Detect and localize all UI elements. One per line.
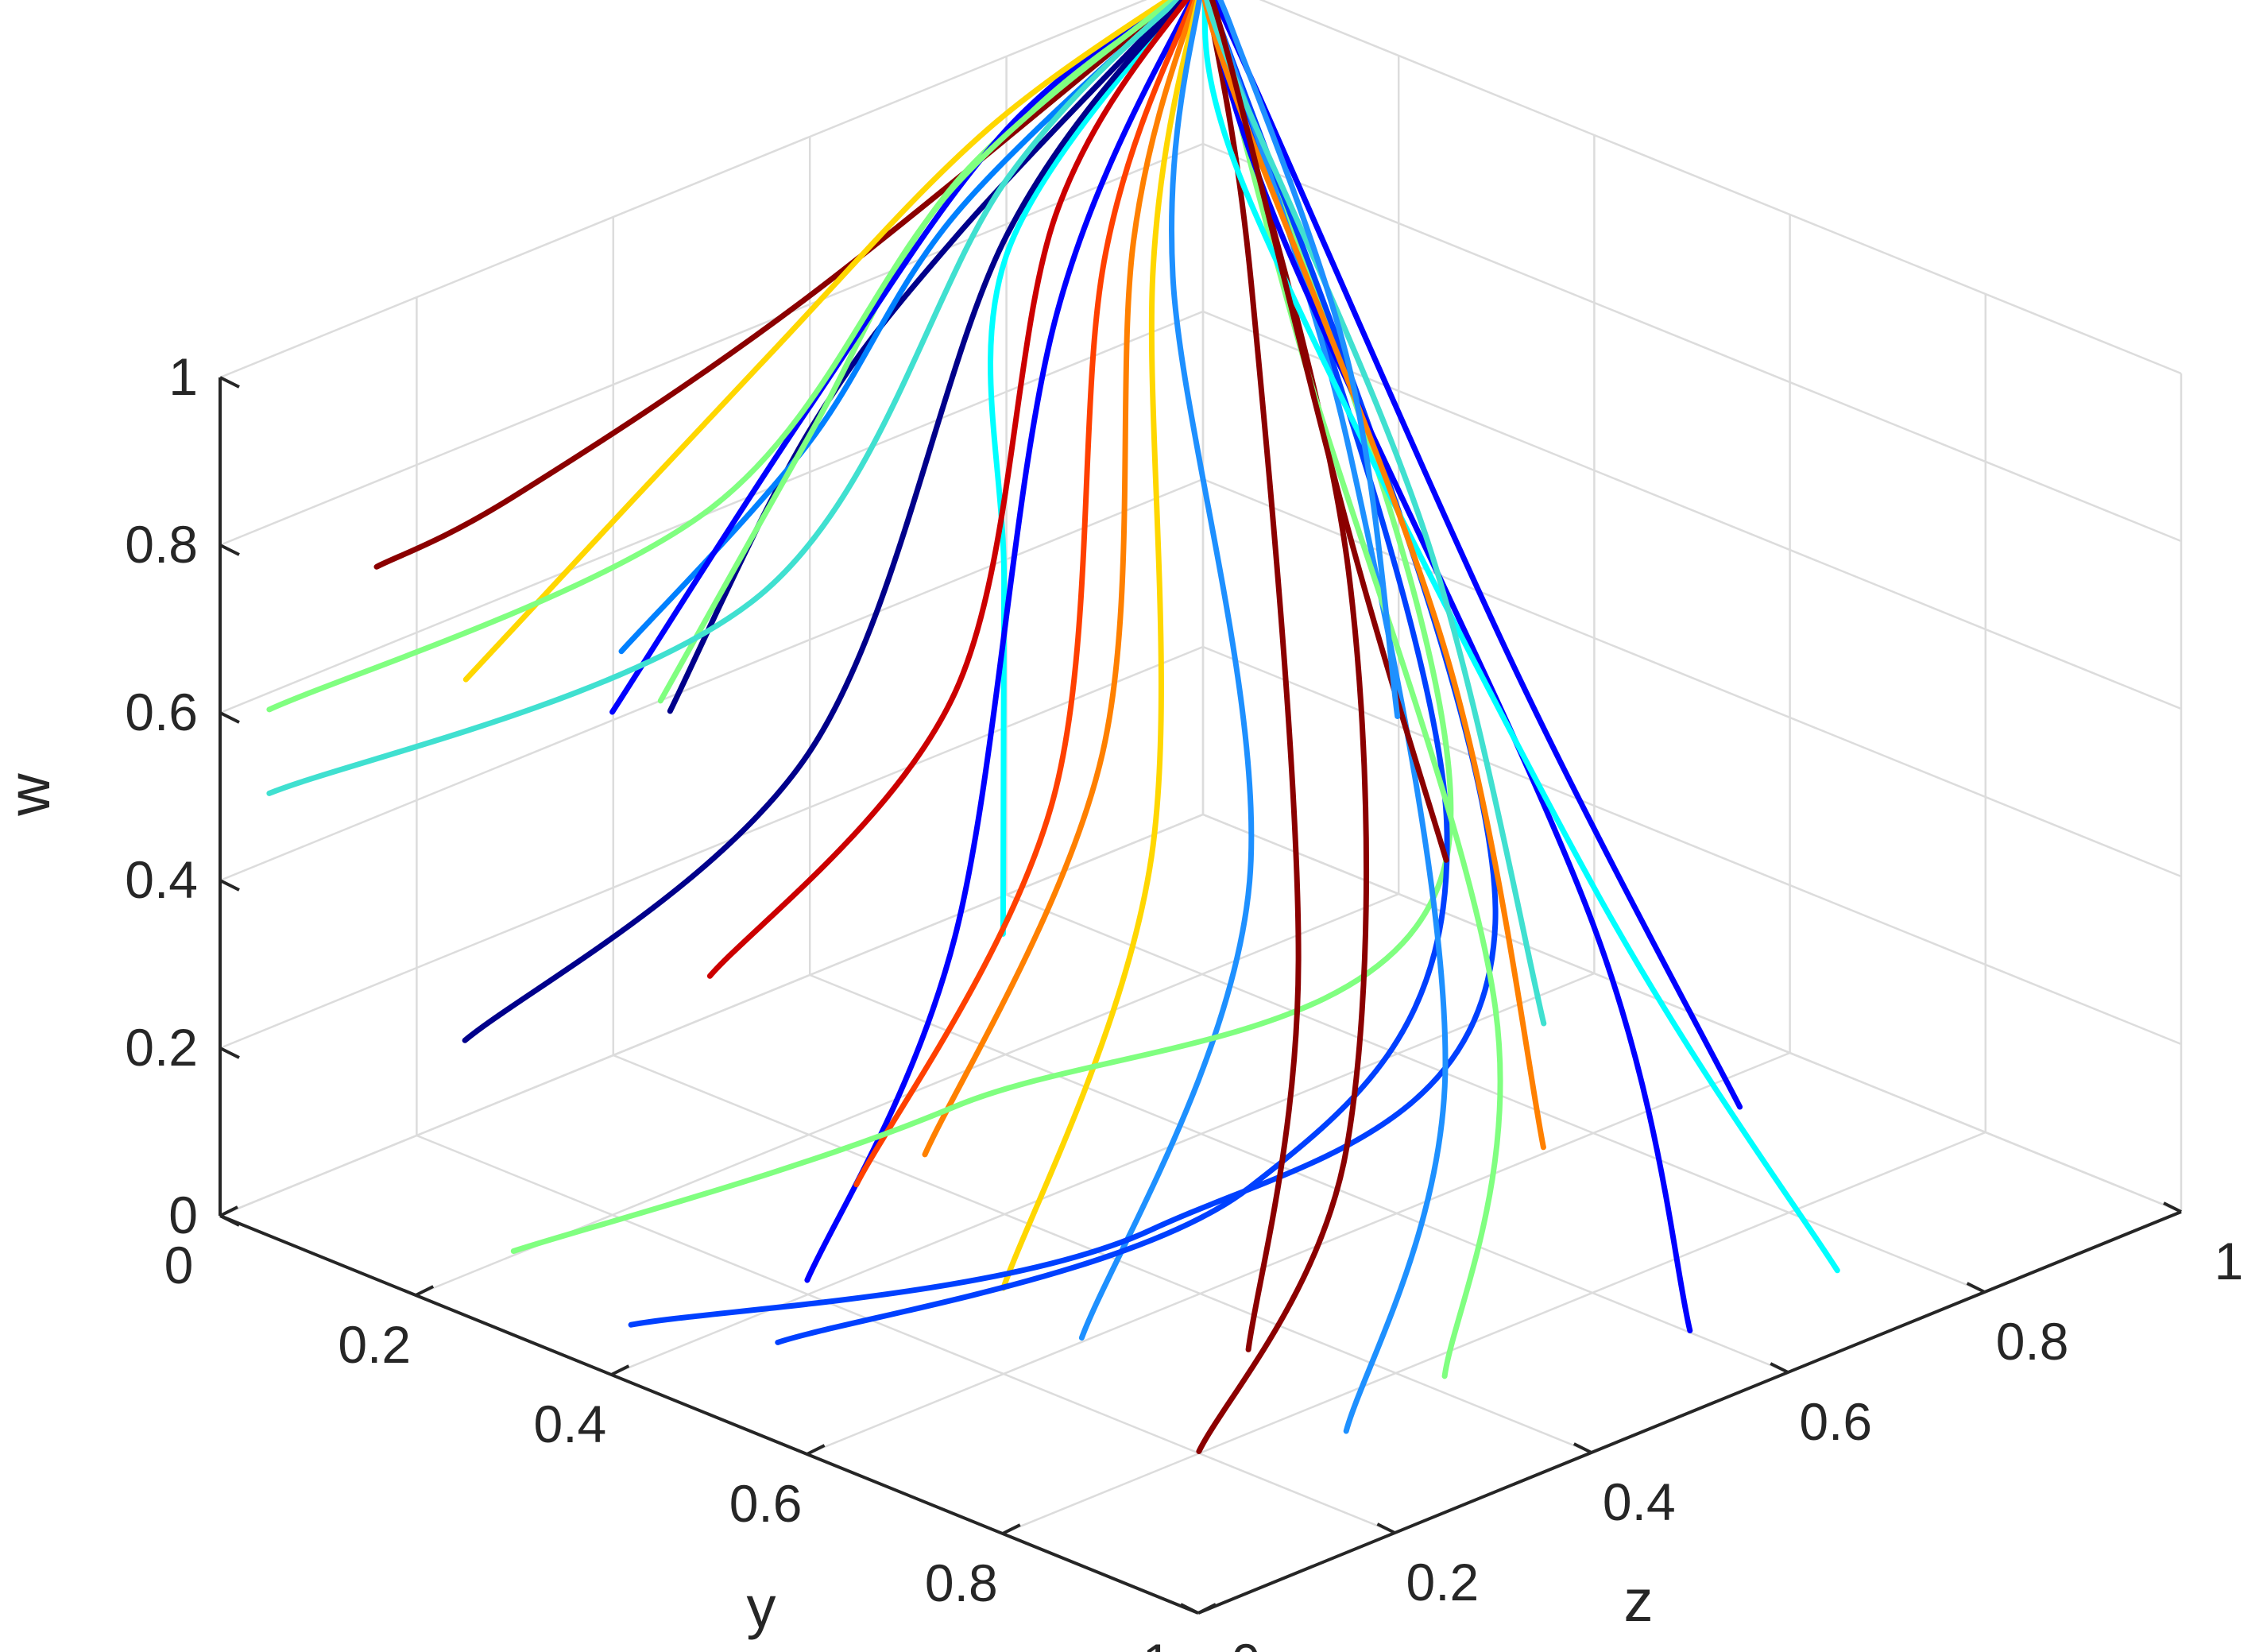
z-axis-line bbox=[1197, 1210, 2182, 1615]
z-tick-4 bbox=[1966, 1282, 1986, 1294]
z-tick-3 bbox=[1770, 1362, 1789, 1374]
grid-wall1-w-5 bbox=[219, 0, 1147, 379]
grid-wall2-w-4 bbox=[1202, 142, 2182, 543]
grid-wall1-w-0 bbox=[219, 813, 1204, 1217]
grid-wall1-w-2 bbox=[219, 478, 1204, 882]
trajectory-20 bbox=[1204, 0, 1302, 1352]
trajectory-9 bbox=[462, 0, 1187, 1043]
tick-labels: 0000.20.20.20.40.40.40.60.60.60.80.80.81… bbox=[125, 347, 2243, 1652]
w-tick-2 bbox=[219, 879, 240, 892]
w-tick-label-5: 1 bbox=[168, 347, 198, 406]
z-axis-label: w bbox=[0, 773, 62, 817]
w-tick-4 bbox=[219, 544, 240, 556]
trajectory-8 bbox=[266, 0, 1182, 796]
trajectory-15 bbox=[1078, 0, 1255, 1341]
trajectory-25 bbox=[1212, 0, 1743, 1110]
z-tick-0 bbox=[1180, 1603, 1199, 1615]
grid-floor-z-2 bbox=[613, 1054, 1592, 1454]
z-tick-label-5: 1 bbox=[2215, 1232, 2244, 1290]
trajectory-27 bbox=[1204, 0, 1547, 1027]
trajectory-17 bbox=[628, 0, 1499, 1328]
trajectory-10 bbox=[804, 0, 1195, 1283]
y-tick-label-5: 1 bbox=[1143, 1633, 1172, 1652]
w-tick-0 bbox=[219, 1214, 240, 1227]
z-tick-5 bbox=[2163, 1201, 2182, 1213]
trajectories bbox=[266, 0, 1840, 1454]
z-tick-label-0: 0 bbox=[1232, 1633, 1261, 1652]
w-tick-label-3: 0.6 bbox=[125, 683, 198, 741]
z-tick-label-3: 0.6 bbox=[1799, 1392, 1872, 1451]
trajectory-28 bbox=[1209, 0, 1449, 863]
trajectory-4 bbox=[988, 0, 1189, 937]
trajectory-29 bbox=[1217, 0, 1401, 719]
y-tick-4 bbox=[1001, 1523, 1021, 1535]
trajectory-26 bbox=[1201, 0, 1546, 1151]
y-tick-label-3: 0.6 bbox=[729, 1474, 803, 1533]
trajectory-0 bbox=[373, 0, 1178, 570]
grid-floor-z-3 bbox=[809, 973, 1789, 1374]
w-tick-1 bbox=[219, 1047, 240, 1059]
grid-wall1-w-1 bbox=[219, 645, 1204, 1050]
trajectory-6 bbox=[462, 0, 1173, 683]
trajectory-21 bbox=[1207, 0, 1449, 1434]
grid-floor-z-4 bbox=[1006, 893, 1986, 1294]
w-tick-label-2: 0.4 bbox=[125, 850, 198, 909]
trajectory-13 bbox=[922, 0, 1199, 1158]
grid-wall2-w-1 bbox=[1202, 645, 2182, 1046]
z-tick-label-2: 0.4 bbox=[1603, 1472, 1676, 1531]
grid-wall1-w-3 bbox=[219, 310, 1204, 714]
z-tick-label-1: 0.2 bbox=[1406, 1553, 1480, 1611]
y-tick-0 bbox=[219, 1205, 238, 1217]
grid-wall2-w-5 bbox=[1259, 0, 2182, 375]
trajectory-23 bbox=[1205, 0, 1693, 1333]
trajectory-5 bbox=[609, 0, 1174, 715]
grid-lines bbox=[219, 0, 2183, 1615]
grid-floor-y-3 bbox=[807, 1051, 1791, 1456]
w-tick-label-0: 0 bbox=[168, 1186, 198, 1244]
y-axis-line bbox=[219, 1214, 1199, 1615]
y-tick-label-0: 0 bbox=[164, 1236, 194, 1294]
w-tick-label-1: 0.2 bbox=[125, 1018, 198, 1077]
grid-floor-y-4 bbox=[1002, 1131, 1986, 1535]
trajectory-7 bbox=[266, 0, 1178, 713]
y-axis-label: z bbox=[1624, 1568, 1654, 1634]
y-tick-1 bbox=[415, 1285, 435, 1297]
x-axis-label: y bbox=[747, 1574, 776, 1640]
grid-wall1-w-4 bbox=[219, 142, 1204, 547]
z-tick-1 bbox=[1376, 1522, 1396, 1534]
trajectory-12 bbox=[853, 0, 1197, 1188]
y-tick-2 bbox=[610, 1364, 630, 1376]
w-tick-label-4: 0.8 bbox=[125, 515, 198, 574]
grid-floor-z-1 bbox=[416, 1134, 1395, 1534]
trajectory-14 bbox=[1000, 0, 1201, 1291]
y-tick-label-4: 0.8 bbox=[925, 1553, 998, 1612]
y-tick-label-2: 0.4 bbox=[534, 1395, 607, 1453]
axes bbox=[219, 376, 2182, 1615]
y-tick-5 bbox=[1197, 1603, 1217, 1615]
z-tick-label-4: 0.8 bbox=[1996, 1312, 2069, 1371]
w-tick-5 bbox=[219, 376, 240, 389]
w-tick-3 bbox=[219, 711, 240, 724]
trajectory-11 bbox=[706, 0, 1190, 979]
z-tick-2 bbox=[1572, 1442, 1592, 1454]
y-tick-3 bbox=[806, 1444, 826, 1456]
y-tick-label-1: 0.2 bbox=[338, 1315, 411, 1374]
